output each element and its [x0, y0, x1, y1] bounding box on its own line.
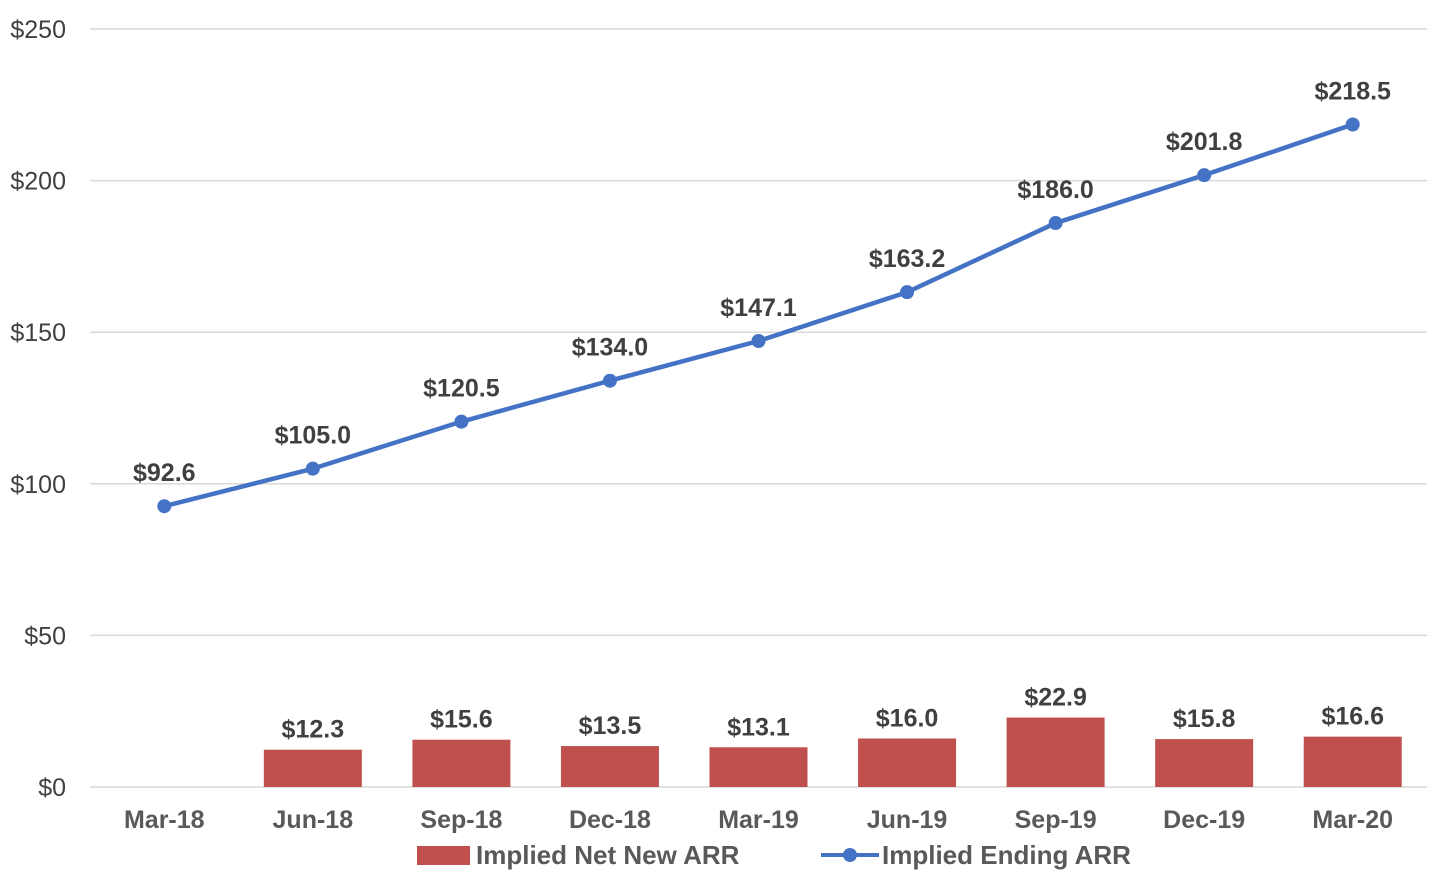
bar-Mar-20	[1303, 736, 1402, 787]
line-label-Sep-19: $186.0	[1017, 176, 1093, 204]
line-point-Mar-20	[1345, 117, 1360, 132]
x-tick-label: Sep-18	[420, 806, 502, 834]
x-tick-label: Dec-18	[569, 806, 651, 834]
line-label-Jun-19: $163.2	[869, 245, 945, 273]
legend-item-ending-arr: Implied Ending ARR	[821, 840, 1131, 870]
legend-swatch-net-new-arr	[417, 846, 470, 865]
line-point-Mar-18	[157, 499, 172, 514]
line-label-Jun-18: $105.0	[275, 422, 351, 450]
line-label-Dec-19: $201.8	[1166, 128, 1243, 156]
net-new-arr-bars	[263, 717, 1402, 787]
bar-label-Dec-18: $13.5	[579, 712, 642, 740]
x-tick-label: Mar-20	[1312, 806, 1393, 834]
x-tick-label: Sep-19	[1015, 806, 1097, 834]
legend-label-ending-arr: Implied Ending ARR	[882, 840, 1131, 870]
x-axis-ticks: Mar-18 Jun-18 Sep-18 Dec-18 Mar-19 Jun-19 Sep-…	[124, 806, 1393, 834]
y-tick-label: $150	[10, 319, 66, 347]
y-axis-ticks: $0 $50 $100 $150 $200 $250	[10, 16, 66, 802]
bar-label-Mar-20: $16.6	[1321, 703, 1384, 731]
bar-Sep-18	[412, 739, 511, 787]
bar-label-Jun-19: $16.0	[876, 704, 939, 732]
bar-Sep-19	[1006, 717, 1105, 787]
bar-Jun-19	[858, 738, 957, 787]
x-tick-label: Dec-19	[1163, 806, 1245, 834]
y-tick-label: $200	[10, 168, 66, 196]
line-label-Sep-18: $120.5	[423, 375, 500, 403]
y-tick-label: $0	[38, 774, 66, 802]
legend-label-net-new-arr: Implied Net New ARR	[476, 840, 740, 870]
x-tick-label: Jun-18	[273, 806, 354, 834]
bar-Mar-19	[709, 747, 808, 787]
x-tick-label: Jun-19	[867, 806, 948, 834]
bar-Jun-18	[263, 749, 362, 787]
line-point-Dec-19	[1197, 168, 1212, 183]
y-tick-label: $100	[10, 471, 66, 499]
bar-label-Mar-19: $13.1	[727, 713, 790, 741]
line-label-Mar-18: $92.6	[133, 459, 196, 487]
legend-marker-ending-arr	[843, 848, 857, 862]
bar-Dec-19	[1155, 739, 1254, 787]
y-tick-label: $250	[10, 16, 66, 44]
line-point-Sep-19	[1048, 216, 1063, 231]
legend-item-net-new-arr: Implied Net New ARR	[417, 840, 740, 870]
line-point-Jun-19	[900, 285, 915, 300]
bar-label-Sep-18: $15.6	[430, 706, 493, 734]
line-point-Sep-18	[454, 414, 469, 429]
bar-Dec-18	[560, 746, 659, 787]
bar-label-Jun-18: $12.3	[282, 716, 345, 744]
line-point-Mar-19	[751, 333, 766, 348]
line-label-Dec-18: $134.0	[572, 334, 648, 362]
legend: Implied Net New ARR Implied Ending ARR	[417, 840, 1131, 870]
y-tick-label: $50	[24, 622, 66, 650]
ending-arr-line	[157, 117, 1360, 514]
bar-label-Dec-19: $15.8	[1173, 705, 1236, 733]
line-label-Mar-20: $218.5	[1314, 78, 1391, 106]
x-tick-label: Mar-18	[124, 806, 205, 834]
data-labels: $12.3 $15.6 $13.5 $13.1 $16.0 $22.9 $15.8 $16.6…	[133, 78, 1391, 744]
line-point-Dec-18	[602, 373, 617, 388]
x-tick-label: Mar-19	[718, 806, 799, 834]
bar-label-Sep-19: $22.9	[1024, 684, 1087, 712]
line-label-Mar-19: $147.1	[720, 294, 797, 322]
line-point-Jun-18	[305, 461, 320, 476]
